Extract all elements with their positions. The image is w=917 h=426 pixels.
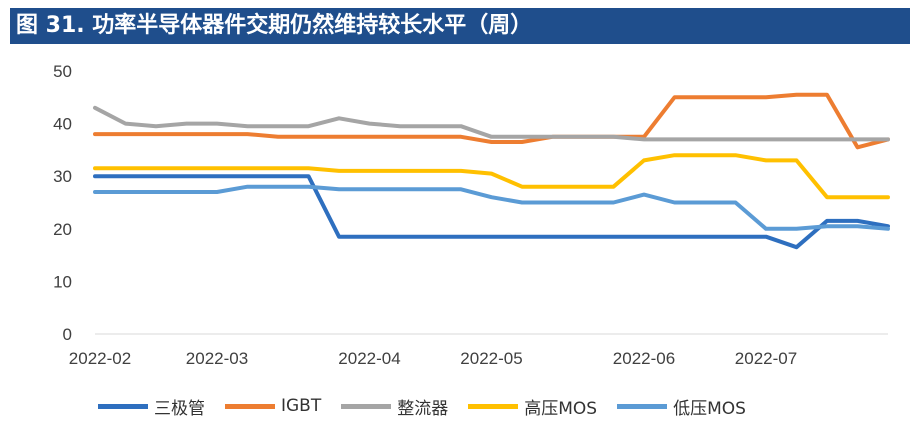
series-line (93, 92, 890, 150)
line-chart: 0 10 20 30 40 50 2022-02 2022-03 2022-04 2022-05… (53, 62, 890, 368)
y-axis-ticks: 0 10 20 30 40 50 (53, 62, 72, 344)
legend-label: IGBT (281, 396, 322, 416)
x-tick-label: 2022-04 (338, 349, 400, 368)
legend-swatch (468, 403, 519, 409)
legend-label: 高压MOS (524, 398, 598, 419)
legend-swatch (225, 403, 275, 409)
legend-label: 整流器 (397, 398, 449, 419)
series-line (93, 105, 890, 142)
y-tick-label: 40 (53, 115, 72, 134)
series-line (93, 184, 890, 231)
legend-label: 低压MOS (673, 398, 746, 419)
legend-swatch (617, 403, 668, 409)
y-tick-label: 0 (63, 325, 72, 344)
x-tick-label: 2022-07 (735, 349, 797, 368)
legend-swatch (341, 403, 392, 409)
series-line (93, 153, 890, 200)
series-line (93, 174, 890, 250)
y-tick-label: 10 (53, 272, 72, 291)
legend-label: 三极管 (154, 398, 205, 419)
legend-item: IGBT (225, 396, 321, 416)
legend-item: 三极管 (98, 394, 205, 419)
y-tick-label: 20 (53, 220, 72, 239)
x-tick-label: 2022-02 (69, 349, 131, 368)
chart-legend: 三极管 IGBT 整流器 高压MOS 低压MOS (98, 392, 766, 420)
legend-swatch (98, 403, 148, 409)
y-tick-label: 30 (53, 167, 72, 186)
series-lines (93, 92, 890, 250)
y-tick-label: 50 (53, 62, 72, 81)
x-axis-ticks: 2022-02 2022-03 2022-04 2022-05 2022-06 2022-… (69, 349, 797, 368)
chart-title: 图 31. 功率半导体器件交期仍然维持较长水平（周） (16, 13, 533, 38)
x-tick-label: 2022-03 (186, 349, 248, 368)
legend-item: 低压MOS (617, 394, 746, 419)
legend-item: 高压MOS (468, 394, 597, 419)
x-tick-label: 2022-05 (460, 349, 522, 368)
x-tick-label: 2022-06 (613, 349, 675, 368)
legend-item: 整流器 (341, 394, 448, 419)
chart-title-bar: 图 31. 功率半导体器件交期仍然维持较长水平（周） (10, 8, 910, 44)
